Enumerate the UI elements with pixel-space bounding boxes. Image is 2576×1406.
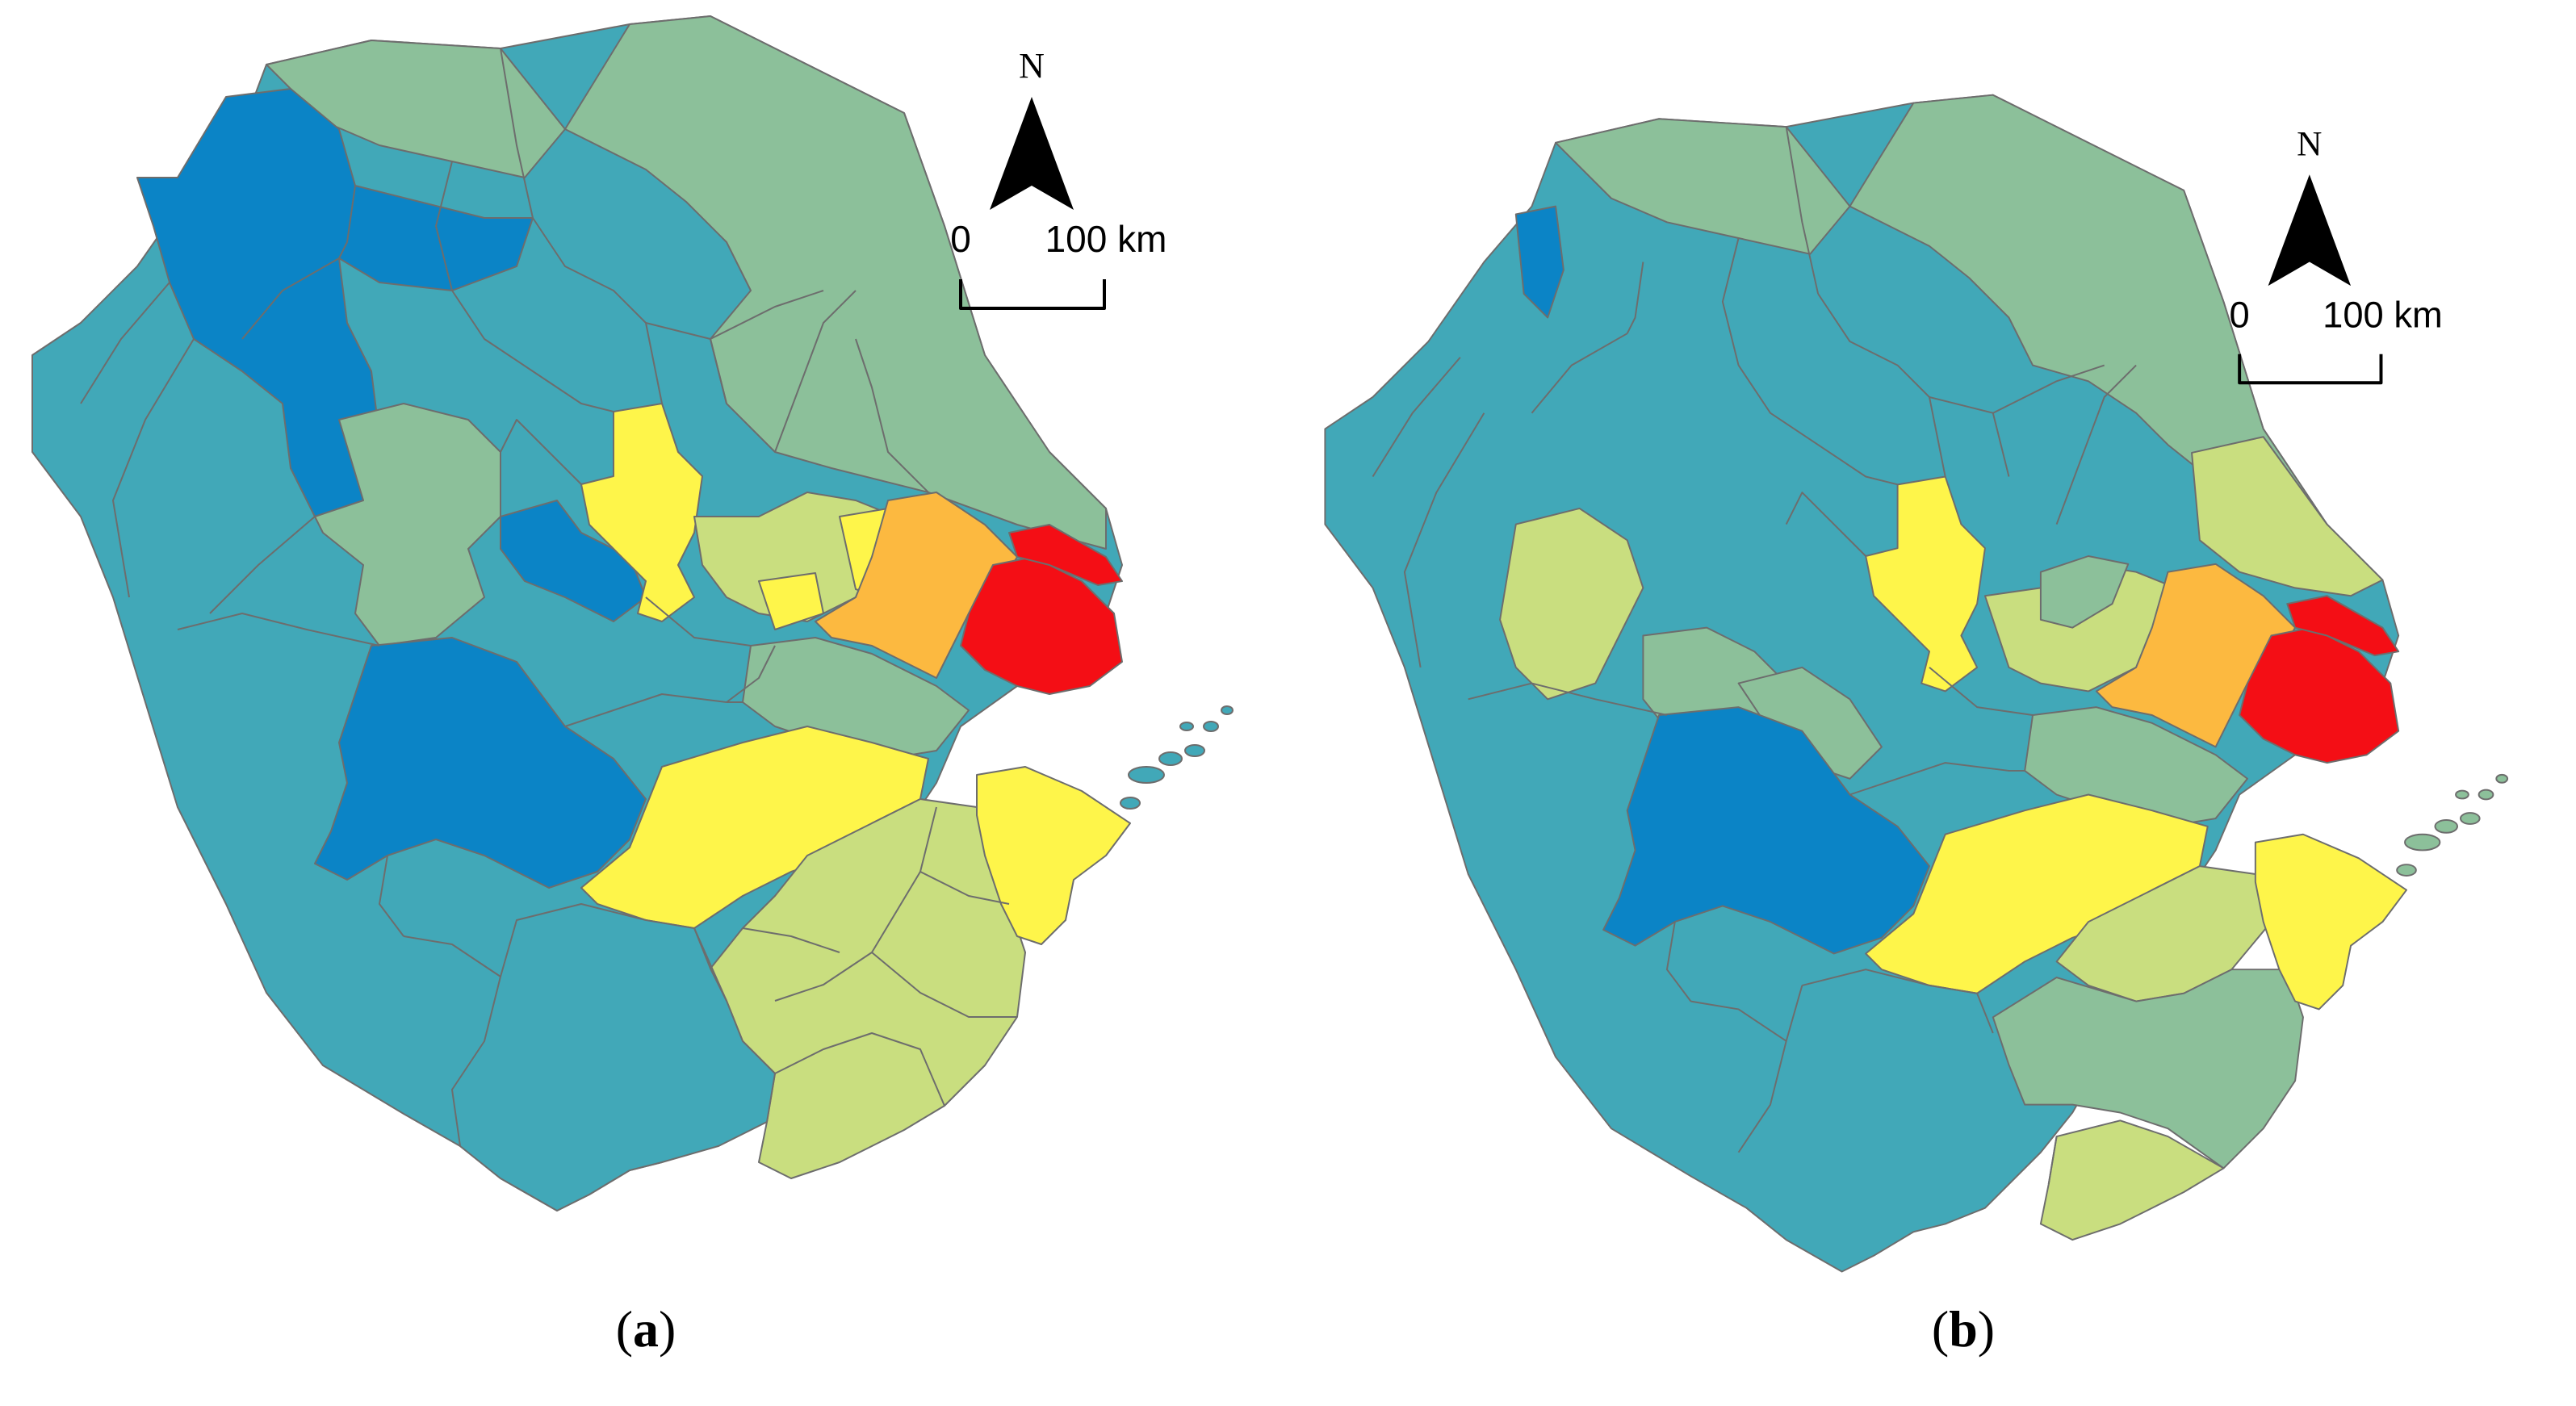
caption-letter: a [633, 1300, 659, 1358]
north-arrow-icon [2268, 174, 2352, 287]
islands-b [2396, 773, 2509, 877]
caption-open: ( [615, 1300, 633, 1358]
north-arrow-label: N [1019, 46, 1045, 86]
scale-start-label: 0 [2230, 294, 2250, 335]
caption-letter: b [1949, 1300, 1978, 1358]
panel-caption-a: (a) [565, 1299, 727, 1359]
north-arrow-a: N [990, 46, 1074, 210]
caption-open: ( [1931, 1300, 1950, 1358]
region-ne-lightgreen [2191, 436, 2384, 597]
scale-bar-a: 0 100 km [950, 218, 1167, 310]
region-central-sage [314, 403, 501, 647]
boundaries-a [80, 48, 1017, 1107]
region-sw-blue [1602, 706, 1930, 955]
north-arrow-icon [990, 97, 1074, 210]
region-sw-blue [314, 637, 647, 889]
scale-end-label: 100 km [2323, 294, 2443, 335]
region-red-island [2286, 595, 2400, 657]
boundaries-b [1372, 126, 2137, 1185]
caption-close: ) [1977, 1300, 1996, 1358]
region-orange [815, 492, 1018, 679]
region-north [266, 40, 566, 178]
region-lightgreen-s [2039, 1119, 2225, 1241]
scale-start-label: 0 [950, 218, 971, 260]
scale-bar-b: 0 100 km [2230, 294, 2443, 385]
region-yellow-south [1865, 793, 2209, 994]
region-north [1555, 118, 1851, 255]
region-yellow-north [1865, 475, 1986, 693]
region-red-mainland [2239, 626, 2400, 764]
region-yellow-south [580, 726, 929, 929]
map-panel-b: N 0 100 km [1324, 94, 2509, 1273]
region-yellow-north [580, 403, 703, 622]
caption-close: ) [659, 1300, 676, 1358]
map-panel-a: N 0 100 km [31, 15, 1234, 1211]
region-west-lightgreen [1499, 507, 1644, 701]
region-nw-blue-small [1514, 205, 1564, 319]
north-arrow-label: N [2297, 125, 2322, 164]
scale-end-label: 100 km [1045, 218, 1167, 260]
islands-a [1120, 705, 1234, 810]
region-orange [2095, 563, 2297, 748]
region-yellow-small-2 [758, 572, 824, 630]
region-red-island [1008, 524, 1123, 586]
region-ne-coast [564, 15, 1107, 550]
north-arrow-b: N [2268, 125, 2352, 287]
scale-bar-line [2238, 354, 2383, 385]
region-sage-belt [2039, 555, 2130, 629]
scale-bar-line [959, 279, 1106, 310]
region-central-blue [500, 500, 647, 622]
region-sage-se [1992, 969, 2304, 1170]
panel-caption-b: (b) [1883, 1299, 2044, 1359]
region-red-mainland [960, 556, 1123, 695]
region-yellow-ningbo [976, 766, 1131, 945]
region-yellow-ningbo [2254, 833, 2407, 1011]
